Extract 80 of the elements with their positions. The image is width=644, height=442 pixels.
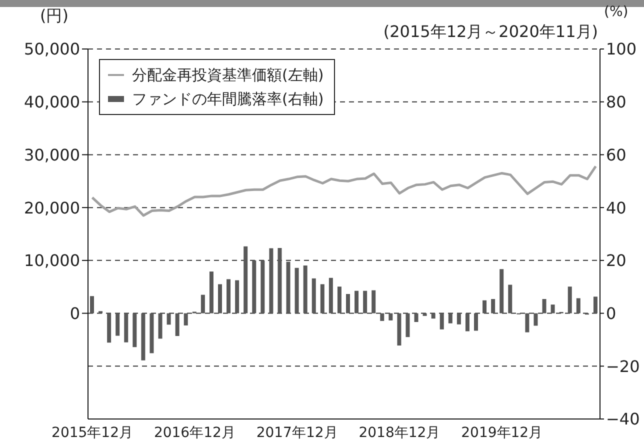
- bar: [534, 313, 538, 326]
- bar: [465, 313, 470, 332]
- y2-tick-label: 20: [606, 251, 626, 270]
- bar: [200, 294, 205, 314]
- bar: [312, 278, 316, 314]
- y2-tick-label: 100: [606, 40, 637, 59]
- x-tick-label: 2017年12月: [256, 424, 338, 441]
- bar: [422, 313, 427, 316]
- bar: [175, 313, 180, 336]
- chart-subtitle: (2015年12月～2020年11月): [383, 22, 598, 43]
- bar: [166, 313, 171, 325]
- bar: [278, 248, 282, 314]
- y-tick-label: 50,000: [24, 40, 80, 59]
- bar: [440, 313, 444, 330]
- bar: [576, 298, 580, 314]
- x-tick-label: 2015年12月: [52, 424, 133, 441]
- bar: [568, 286, 572, 314]
- bar: [388, 313, 393, 320]
- bar: [372, 290, 376, 314]
- bar: [363, 290, 368, 314]
- bar: [482, 300, 487, 314]
- y-tick-label: 30,000: [24, 145, 80, 164]
- bar: [158, 313, 162, 339]
- bar: [431, 313, 436, 319]
- y2-axis-title: (%): [604, 4, 628, 20]
- bar: [593, 296, 598, 314]
- y2-tick-label: 80: [606, 92, 626, 112]
- line-series: [91, 165, 597, 217]
- legend-label: 分配金再投資基準価額(左軸): [132, 66, 324, 84]
- legend-label: ファンドの年間騰落率(右軸): [132, 90, 324, 108]
- y2-tick-label: −20: [606, 356, 640, 376]
- bar: [320, 284, 324, 314]
- bar: [150, 313, 154, 354]
- bar: [550, 304, 555, 314]
- bar: [303, 265, 308, 314]
- bar: [337, 286, 342, 314]
- bar: [184, 313, 188, 326]
- bar: [474, 313, 478, 331]
- bar: [448, 313, 452, 324]
- bar: [397, 313, 402, 346]
- bar: [124, 313, 128, 342]
- bar: [260, 260, 265, 314]
- bar: [508, 284, 512, 314]
- x-tick-label: 2019年12月: [461, 424, 543, 441]
- y2-tick-label: 40: [606, 198, 626, 218]
- bar: [269, 248, 274, 314]
- bar: [235, 280, 240, 314]
- bar: [380, 313, 384, 321]
- y-axis-title: (円): [40, 6, 68, 27]
- y-tick-label: 10,000: [24, 251, 80, 270]
- bar: [525, 313, 530, 332]
- bar: [354, 290, 359, 314]
- y2-tick-label: −40: [606, 410, 640, 429]
- bar: [132, 313, 137, 348]
- y-tick-label: 40,000: [24, 92, 80, 112]
- x-tick-label: 2018年12月: [358, 424, 440, 441]
- bar: [491, 299, 496, 314]
- bar: [226, 279, 231, 314]
- bar: [346, 294, 350, 314]
- bar: [542, 299, 546, 314]
- bar: [286, 262, 290, 314]
- bar: [116, 313, 120, 336]
- bar: [209, 272, 214, 314]
- y-tick-label: 20,000: [24, 198, 80, 218]
- bar: [414, 313, 418, 322]
- bar: [107, 313, 112, 343]
- bar: [218, 284, 222, 314]
- bar: [328, 278, 333, 314]
- bar: [252, 260, 256, 314]
- y2-tick-label: 0: [606, 304, 616, 323]
- y-tick-label: 0: [70, 304, 80, 323]
- bar: [456, 313, 461, 324]
- bar: [500, 269, 504, 314]
- bar: [244, 246, 248, 314]
- y2-tick-label: 60: [606, 145, 626, 164]
- bar: [141, 313, 146, 360]
- bar: [294, 268, 299, 314]
- bar: [90, 296, 94, 314]
- bar: [406, 313, 410, 338]
- x-tick-label: 2016年12月: [154, 424, 236, 441]
